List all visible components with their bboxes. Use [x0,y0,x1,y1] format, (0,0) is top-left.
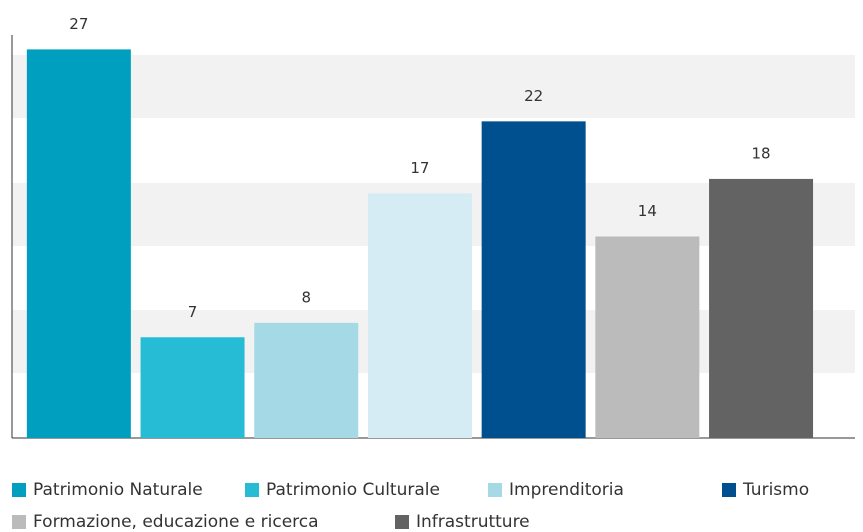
data-label: 17 [410,159,429,177]
bar [709,178,814,438]
data-label: 8 [301,288,311,306]
legend-swatch [395,515,409,529]
data-label: 27 [69,15,88,33]
bar [254,322,359,438]
grid-band [12,55,855,118]
legend-swatch [245,483,259,497]
data-label: 22 [524,87,543,105]
data-label: 14 [638,202,657,220]
legend-label: Turismo [742,480,809,500]
bar [26,49,131,439]
data-label: 18 [752,144,771,162]
bar [595,236,700,438]
legend-label: Infrastrutture [416,512,530,532]
data-label: 7 [188,303,198,321]
legend-swatch [12,483,26,497]
bar [367,193,472,438]
bar [140,337,245,438]
legend-label: Patrimonio Naturale [33,480,203,500]
legend-label: Formazione, educazione e ricerca [33,512,319,532]
legend-swatch [722,483,736,497]
legend-label: Patrimonio Culturale [266,480,440,500]
legend-swatch [12,515,26,529]
legend-swatch [488,483,502,497]
bar [481,121,586,438]
legend-label: Imprenditoria [509,480,624,500]
